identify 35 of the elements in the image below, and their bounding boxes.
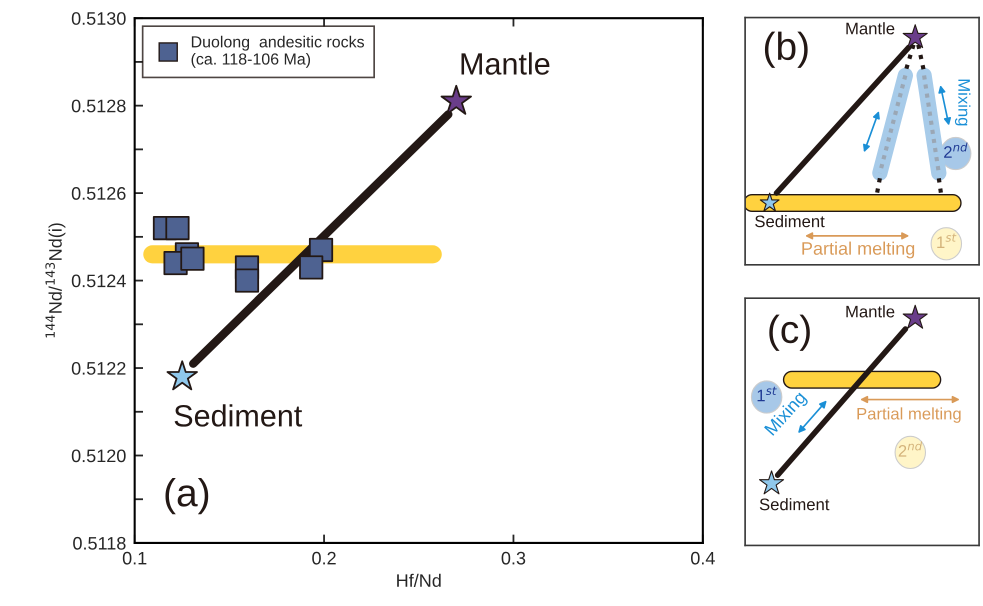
text: 2$^{nd}$ [944,142,968,158]
text: Mantle [846,305,894,318]
x-tick-label: 0.2 [312,552,336,565]
text: 1$^{st}$ [758,386,777,402]
annotation: Sediment [174,404,302,427]
y-tick-label: 0.5124 [72,274,126,288]
legend-label: Duolong andesitic rocks (ca. 118-106 Ma) [192,36,364,68]
point [234,268,260,293]
annotation: (a) [165,478,208,514]
point [165,216,190,240]
x-axis-title: Hf/Nd [397,574,441,587]
x-tick-label: 0.3 [502,552,526,565]
text: Partial melting [857,407,961,423]
x-tick-label: 0.4 [691,552,715,565]
x-tick-label: 0.1 [122,552,146,565]
text: 1$^{st}$ [937,233,956,248]
text: (c) [769,314,810,351]
y-tick-label: 0.5128 [72,100,126,112]
y-tick-label: 0.5122 [72,362,126,375]
annotation: Mantle [462,52,550,75]
text: Mixing [954,80,970,126]
text: Sediment [760,498,830,510]
point [299,255,324,280]
y-axis-title: $^{144}$Nd/$^{143}$Nd(i) [45,223,66,338]
text: (b) [764,32,808,68]
y-tick-label: 0.5126 [72,187,126,200]
y-tick-label: 0.5120 [72,449,126,462]
point [440,84,472,115]
point [180,246,205,271]
y-tick-label: 0.5118 [73,536,126,550]
y-tick-label: 0.5130 [72,12,126,25]
text: Partial melting [802,242,914,258]
text: Sediment [755,215,825,228]
text: Mantle [846,22,894,34]
text: 2$^{nd}$ [898,441,922,457]
